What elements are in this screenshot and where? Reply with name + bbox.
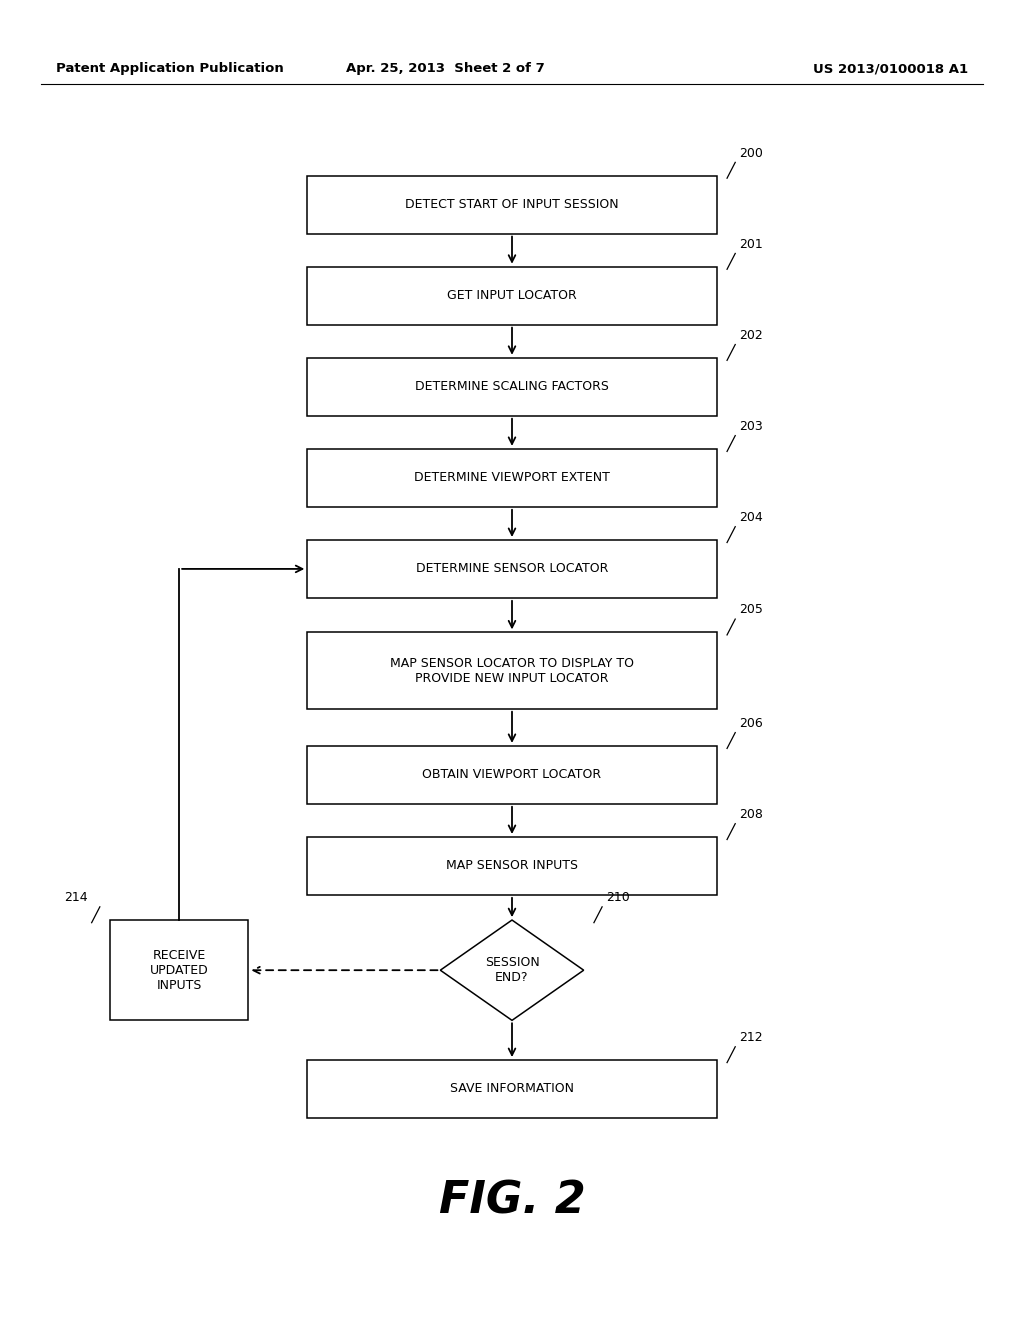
Text: GET INPUT LOCATOR: GET INPUT LOCATOR bbox=[447, 289, 577, 302]
Bar bbox=[307, 632, 717, 709]
Text: Apr. 25, 2013  Sheet 2 of 7: Apr. 25, 2013 Sheet 2 of 7 bbox=[346, 62, 545, 75]
Bar bbox=[307, 267, 717, 325]
Text: Patent Application Publication: Patent Application Publication bbox=[56, 62, 284, 75]
Text: DETERMINE SCALING FACTORS: DETERMINE SCALING FACTORS bbox=[415, 380, 609, 393]
Text: DETERMINE VIEWPORT EXTENT: DETERMINE VIEWPORT EXTENT bbox=[414, 471, 610, 484]
Text: DETERMINE SENSOR LOCATOR: DETERMINE SENSOR LOCATOR bbox=[416, 562, 608, 576]
Bar bbox=[307, 837, 717, 895]
Text: 204: 204 bbox=[739, 511, 763, 524]
Text: 212: 212 bbox=[739, 1031, 763, 1044]
Text: 214: 214 bbox=[63, 891, 87, 904]
Polygon shape bbox=[440, 920, 584, 1020]
Text: SESSION
END?: SESSION END? bbox=[484, 956, 540, 985]
Text: 210: 210 bbox=[606, 891, 630, 904]
Text: MAP SENSOR LOCATOR TO DISPLAY TO
PROVIDE NEW INPUT LOCATOR: MAP SENSOR LOCATOR TO DISPLAY TO PROVIDE… bbox=[390, 656, 634, 685]
Text: 200: 200 bbox=[739, 147, 763, 160]
Text: DETECT START OF INPUT SESSION: DETECT START OF INPUT SESSION bbox=[406, 198, 618, 211]
Text: 202: 202 bbox=[739, 329, 763, 342]
Text: 208: 208 bbox=[739, 808, 763, 821]
Bar bbox=[307, 358, 717, 416]
Text: US 2013/0100018 A1: US 2013/0100018 A1 bbox=[813, 62, 968, 75]
Text: RECEIVE
UPDATED
INPUTS: RECEIVE UPDATED INPUTS bbox=[150, 949, 209, 991]
Bar bbox=[307, 449, 717, 507]
Text: SAVE INFORMATION: SAVE INFORMATION bbox=[450, 1082, 574, 1096]
Text: FIG. 2: FIG. 2 bbox=[438, 1180, 586, 1222]
Text: 201: 201 bbox=[739, 238, 763, 251]
Text: MAP SENSOR INPUTS: MAP SENSOR INPUTS bbox=[446, 859, 578, 873]
Text: 203: 203 bbox=[739, 420, 763, 433]
Bar bbox=[307, 540, 717, 598]
Text: 205: 205 bbox=[739, 603, 763, 616]
Bar bbox=[307, 176, 717, 234]
Bar bbox=[307, 746, 717, 804]
Text: OBTAIN VIEWPORT LOCATOR: OBTAIN VIEWPORT LOCATOR bbox=[423, 768, 601, 781]
Text: 206: 206 bbox=[739, 717, 763, 730]
Bar bbox=[110, 920, 248, 1020]
Bar bbox=[307, 1060, 717, 1118]
